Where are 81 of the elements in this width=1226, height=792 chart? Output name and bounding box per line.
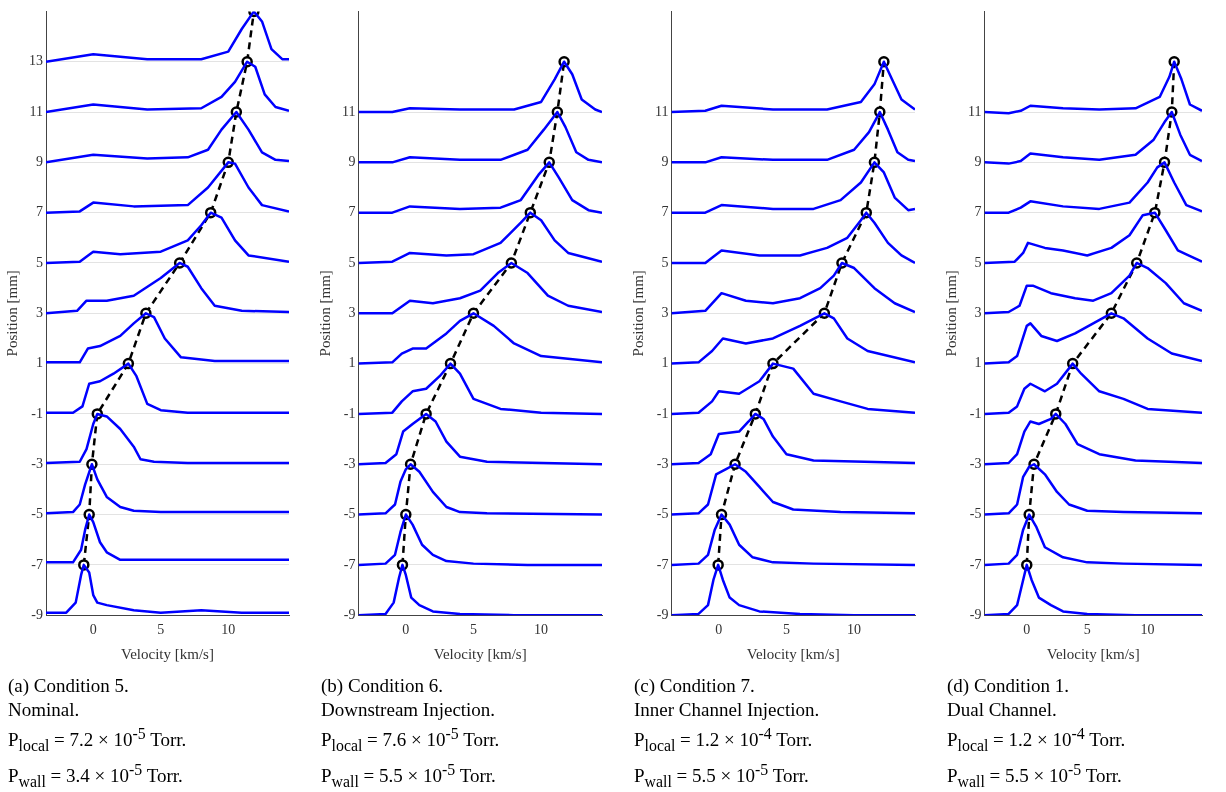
- text: (a) Condition 5.: [8, 674, 130, 698]
- text: Nominal.: [8, 698, 81, 722]
- y-tick-label: 5: [36, 254, 43, 270]
- y-axis-title: Position [mm]: [629, 270, 646, 357]
- text: Downstream Injection.: [321, 698, 497, 722]
- x-tick-label: 5: [157, 622, 165, 638]
- y-tick-label: 5: [661, 254, 669, 270]
- y-tick-label: -9: [31, 606, 43, 622]
- x-tick-label: 0: [89, 622, 97, 638]
- y-tick-label: 7: [36, 204, 43, 220]
- text: P$_{local}$ = 1.2 × 10$^{-4}$ Torr.: [947, 724, 1127, 757]
- y-tick-label: -3: [31, 455, 43, 471]
- x-axis-title: Velocity [km/s]: [121, 645, 214, 662]
- y-axis-title: Position [mm]: [3, 270, 20, 357]
- y-tick-label: 11: [655, 103, 669, 119]
- y-tick-label: -7: [343, 556, 356, 572]
- y-tick-label: 13: [29, 53, 43, 69]
- text: P$_{local}$ = 1.2 × 10$^{-4}$ Torr.: [634, 724, 814, 757]
- y-tick-label: 7: [974, 204, 982, 220]
- x-tick-label: 5: [782, 622, 790, 638]
- y-tick-label: 3: [974, 304, 982, 320]
- y-tick-label: 9: [348, 154, 356, 170]
- y-tick-label: 5: [974, 254, 982, 270]
- y-tick-label: 3: [348, 304, 356, 320]
- y-tick-label: 7: [348, 204, 356, 220]
- y-axis-title: Position [mm]: [316, 270, 333, 357]
- x-axis-title: Velocity [km/s]: [1046, 645, 1140, 662]
- text: (b) Condition 6.: [321, 674, 444, 698]
- y-tick-label: 3: [36, 304, 43, 320]
- x-axis-title: Velocity [km/s]: [746, 645, 840, 662]
- y-tick-label: 1: [974, 355, 982, 371]
- text: P$_{local}$ = 7.2 × 10$^{-5}$ Torr.: [8, 724, 188, 757]
- x-axis-title: Velocity [km/s]: [433, 645, 527, 662]
- x-tick-label: 0: [1023, 622, 1031, 638]
- x-tick-label: 10: [534, 622, 549, 638]
- y-tick-label: 11: [968, 103, 982, 119]
- text: (d) Condition 1.: [947, 674, 1070, 698]
- y-tick-label: -9: [969, 606, 982, 622]
- y-tick-label: 9: [974, 154, 982, 170]
- text: P$_{wall}$ = 5.5 × 10$^{-5}$ Torr.: [634, 760, 810, 792]
- y-tick-label: 11: [342, 103, 356, 119]
- y-axis-title: Position [mm]: [942, 270, 959, 357]
- y-tick-label: -5: [343, 506, 356, 522]
- y-tick-label: -1: [31, 405, 43, 421]
- y-tick-label: 11: [29, 103, 43, 119]
- y-tick-label: -3: [969, 455, 982, 471]
- y-tick-label: -9: [343, 606, 356, 622]
- text: P$_{wall}$ = 5.5 × 10$^{-5}$ Torr.: [321, 760, 497, 792]
- y-tick-label: -9: [656, 606, 669, 622]
- y-tick-label: -5: [656, 506, 669, 522]
- x-tick-label: 5: [469, 622, 477, 638]
- x-tick-label: 0: [715, 622, 723, 638]
- y-tick-label: 1: [36, 355, 43, 371]
- y-tick-label: -1: [969, 405, 982, 421]
- y-tick-label: -7: [656, 556, 669, 572]
- text: P$_{wall}$ = 5.5 × 10$^{-5}$ Torr.: [947, 760, 1123, 792]
- text: P$_{local}$ = 7.6 × 10$^{-5}$ Torr.: [321, 724, 501, 757]
- y-tick-label: -1: [656, 405, 669, 421]
- y-tick-label: 7: [661, 204, 669, 220]
- y-tick-label: 9: [661, 154, 669, 170]
- y-tick-label: 5: [348, 254, 356, 270]
- y-tick-label: 1: [348, 355, 356, 371]
- y-tick-label: 1: [661, 355, 669, 371]
- y-tick-label: -3: [656, 455, 669, 471]
- x-tick-label: 10: [221, 622, 236, 638]
- text: Inner Channel Injection.: [634, 698, 821, 722]
- x-tick-label: 0: [402, 622, 410, 638]
- text: (c) Condition 7.: [634, 674, 756, 698]
- x-tick-label: 10: [1140, 622, 1155, 638]
- text: P$_{wall}$ = 3.4 × 10$^{-5}$ Torr.: [8, 760, 184, 792]
- text: Dual Channel.: [947, 698, 1058, 722]
- y-tick-label: -5: [31, 506, 43, 522]
- x-tick-label: 10: [847, 622, 862, 638]
- x-tick-label: 5: [1083, 622, 1091, 638]
- y-tick-label: -5: [969, 506, 982, 522]
- y-tick-label: 3: [661, 304, 669, 320]
- y-tick-label: -3: [343, 455, 356, 471]
- y-tick-label: -7: [31, 556, 43, 572]
- y-tick-label: -7: [969, 556, 982, 572]
- y-tick-label: -1: [343, 405, 356, 421]
- y-tick-label: 9: [36, 154, 43, 170]
